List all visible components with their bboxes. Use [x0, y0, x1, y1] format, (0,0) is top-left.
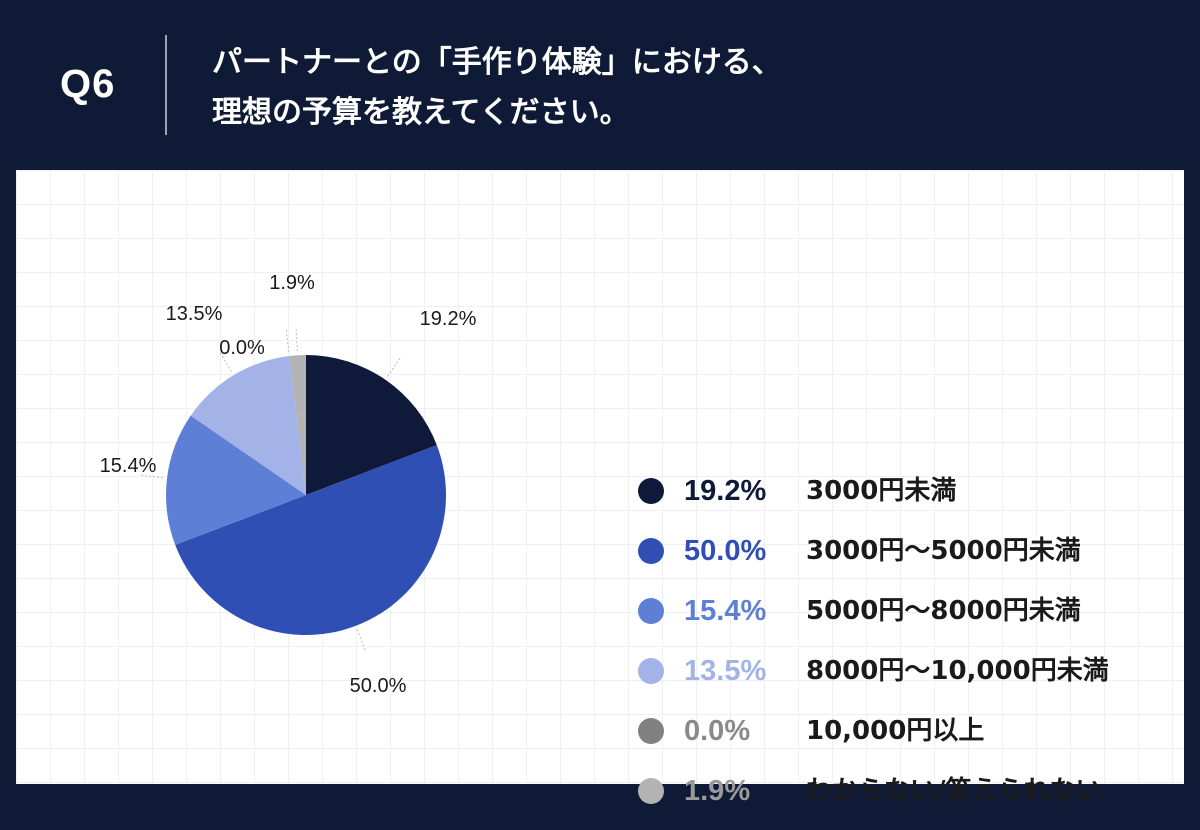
pie-slice	[190, 355, 306, 495]
legend-swatch	[638, 598, 664, 624]
chart-panel: 19.2% 50.0% 15.4% 13.5% 0.0% 1.9% 19.2% 3000円未…	[16, 170, 1184, 807]
legend-item: 50.0% 3000円～5000円未満	[638, 530, 1198, 590]
question-title: パートナーとの「手作り体験」における、 理想の予算を教えてください。	[212, 38, 1172, 138]
legend-label: わからない/答えられない	[806, 776, 1102, 806]
question-label: Q6	[60, 62, 116, 106]
pie-data-label: 0.0%	[219, 337, 265, 359]
legend: 19.2% 3000円未満 50.0% 3000円～5000円未満 15.4% 5000円…	[638, 470, 1198, 830]
legend-label: 3000円～5000円未満	[806, 536, 1081, 566]
header: Q6 パートナーとの「手作り体験」における、 理想の予算を教えてください。	[0, 0, 1200, 170]
legend-label: 3000円未満	[806, 476, 957, 506]
legend-item: 19.2% 3000円未満	[638, 470, 1198, 530]
legend-value: 1.9%	[684, 775, 751, 807]
legend-swatch	[638, 718, 664, 744]
legend-value: 15.4%	[684, 595, 767, 627]
pie-leader-line	[356, 629, 366, 651]
pie-slice	[289, 355, 306, 495]
legend-item: 1.9% わからない/答えられない	[638, 770, 1198, 830]
legend-swatch	[638, 658, 664, 684]
legend-label: 10,000円以上	[806, 716, 985, 746]
legend-value: 19.2%	[684, 475, 767, 507]
pie-data-label: 50.0%	[350, 675, 407, 697]
header-divider	[165, 35, 167, 135]
legend-value: 13.5%	[684, 655, 767, 687]
legend-item: 13.5% 8000円～10,000円未満	[638, 650, 1198, 710]
question-title-line-1: パートナーとの「手作り体験」における、	[212, 45, 782, 80]
legend-item: 15.4% 5000円～8000円未満	[638, 590, 1198, 650]
pie-chart: 19.2% 50.0% 15.4% 13.5% 0.0% 1.9%	[100, 272, 477, 697]
pie-leader-line	[387, 358, 401, 377]
pie-slice	[175, 445, 446, 635]
pie-data-label: 19.2%	[420, 308, 477, 330]
pie-leader-line	[285, 330, 290, 353]
pie-data-label: 15.4%	[100, 455, 157, 477]
pie-data-label: 1.9%	[269, 272, 315, 294]
pie-slice	[166, 415, 306, 545]
pie-slice	[306, 355, 437, 495]
legend-label: 8000円～10,000円未満	[806, 656, 1109, 686]
legend-swatch	[638, 478, 664, 504]
legend-item: 0.0% 10,000円以上	[638, 710, 1198, 770]
pie-data-label: 13.5%	[166, 303, 223, 325]
pie-leader-line	[295, 329, 298, 352]
legend-value: 0.0%	[684, 715, 751, 747]
legend-swatch	[638, 778, 664, 804]
legend-value: 50.0%	[684, 535, 767, 567]
legend-label: 5000円～8000円未満	[806, 596, 1081, 626]
legend-swatch	[638, 538, 664, 564]
question-title-line-2: 理想の予算を教えてください。	[212, 95, 630, 130]
